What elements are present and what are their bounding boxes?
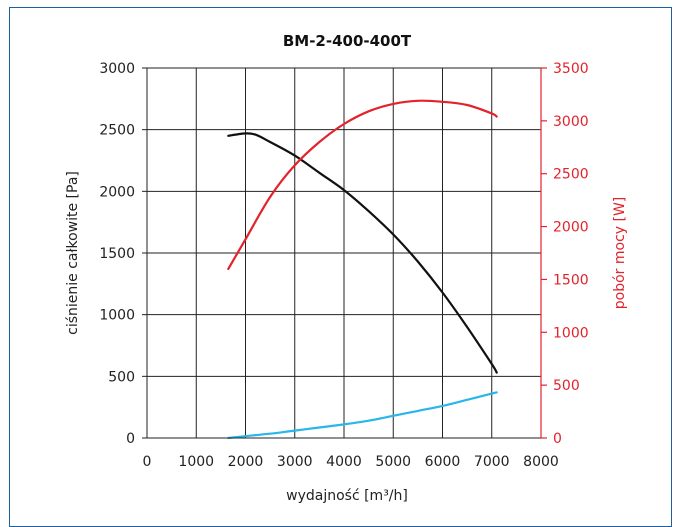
tick-labels: 0 1000 2000 3000 4000 5000 6000 7000 80000500100…	[99, 61, 588, 470]
x-tick-label: 8000	[523, 454, 559, 470]
axes	[142, 67, 547, 439]
chart-title: BM-2-400-400T	[283, 32, 412, 50]
grid	[147, 68, 541, 438]
x-tick-label: 5000	[375, 454, 411, 470]
y-right-tick-label: 1500	[553, 272, 589, 288]
power-curve	[227, 99, 498, 270]
x-tick-label: 6000	[425, 454, 461, 470]
y-right-tick-label: 3500	[553, 61, 589, 77]
x-tick-label: 2000	[228, 454, 264, 470]
x-tick-label: 7000	[474, 454, 510, 470]
y-right-tick-label: 3000	[553, 114, 589, 130]
y-left-tick-label: 500	[108, 369, 135, 385]
y-axis-right-label: pobór mocy [W]	[612, 197, 628, 310]
x-tick-label: 3000	[277, 454, 313, 470]
chart-svg: 0 1000 2000 3000 4000 5000 6000 7000 80000500100…	[65, 32, 628, 504]
x-tick-label: 1000	[178, 454, 214, 470]
y-right-tick-label: 0	[553, 431, 562, 447]
y-left-tick-label: 1000	[99, 308, 135, 324]
x-tick-label: 0	[143, 454, 152, 470]
y-left-tick-label: 1500	[99, 246, 135, 262]
y-right-tick-label: 1000	[553, 325, 589, 341]
y-left-tick-label: 0	[126, 431, 135, 447]
series-lines	[227, 99, 498, 440]
y-axis-left-label: ciśnienie całkowite [Pa]	[65, 171, 81, 335]
y-right-tick-label: 2000	[553, 220, 589, 236]
efficiency-curve	[227, 391, 498, 440]
y-right-tick-label: 500	[553, 378, 580, 394]
y-left-tick-label: 3000	[99, 61, 135, 77]
pressure-curve	[227, 132, 498, 374]
y-left-tick-label: 2500	[99, 123, 135, 139]
y-left-tick-label: 2000	[99, 184, 135, 200]
x-axis-label: wydajność [m³/h]	[286, 488, 408, 504]
y-right-tick-label: 2500	[553, 167, 589, 183]
x-tick-label: 4000	[326, 454, 362, 470]
